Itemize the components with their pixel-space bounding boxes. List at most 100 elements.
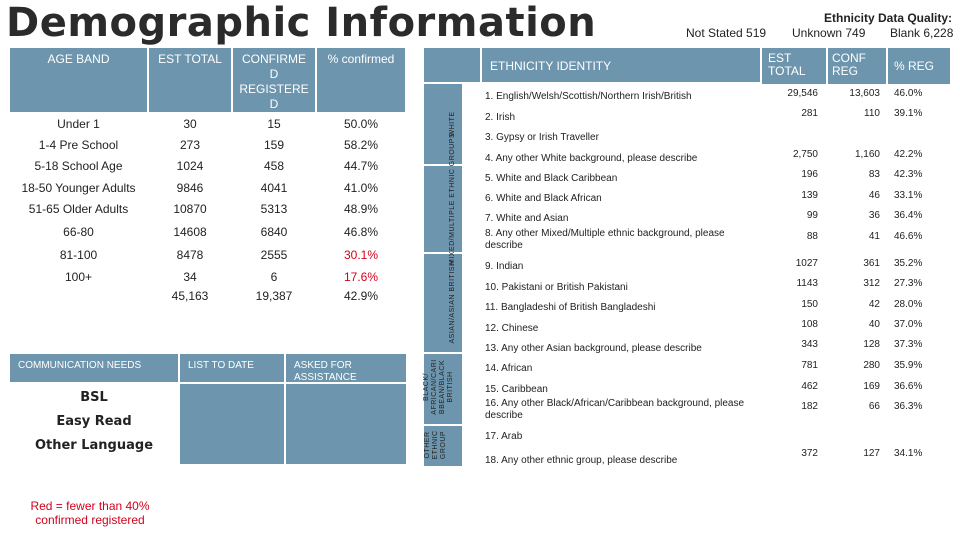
ethnicity-row-label: 7. White and Asian bbox=[485, 213, 569, 224]
ethnicity-row-label: 12. Chinese bbox=[485, 323, 539, 334]
eth-pct-label: % REG bbox=[894, 59, 935, 73]
ethnicity-conf-cell: 280 bbox=[863, 360, 880, 371]
ethnicity-row-label: 1. English/Welsh/Scottish/Northern Irish… bbox=[485, 91, 692, 102]
comm-item-bsl: BSL bbox=[80, 390, 108, 405]
ethnicity-total-cell: 462 bbox=[801, 381, 818, 392]
ethnicity-total-cell: 139 bbox=[801, 190, 818, 201]
age-confirmed-cell: 6840 bbox=[260, 225, 288, 239]
ethnicity-pct-cell: 35.9% bbox=[894, 360, 923, 371]
ethnicity-total-cell: 1027 bbox=[795, 258, 818, 269]
ethnicity-pct-cell: 34.1% bbox=[894, 448, 923, 459]
comm-asked-label: ASKED FOR ASSISTANCE bbox=[294, 360, 357, 383]
age-band-cell: 100+ bbox=[64, 270, 93, 284]
group-bar-mixed bbox=[424, 166, 462, 252]
eth-conf-label: CONF REG bbox=[832, 51, 866, 78]
group-bar-asian bbox=[424, 254, 462, 352]
ethnicity-row-label: 14. African bbox=[485, 363, 533, 374]
comm-header-asked: ASKED FOR ASSISTANCE bbox=[286, 354, 406, 383]
age-confirmed-cell: 15 bbox=[267, 117, 281, 131]
ethnicity-total-cell: 29,546 bbox=[787, 88, 818, 99]
age-total-cell: 1024 bbox=[176, 159, 204, 173]
ethnicity-row-label: 6. White and Black African bbox=[485, 193, 602, 204]
eth-header-identity: ETHNICITY IDENTITY bbox=[482, 48, 760, 82]
eth-header-total: EST TOTAL bbox=[762, 48, 826, 84]
group-label-black: BLACK/ AFRICAN/CARI BBEAN/BLACK BRITISH bbox=[423, 359, 454, 415]
ethnicity-pct-cell: 27.3% bbox=[894, 278, 923, 289]
ethnicity-row-label: 13. Any other Asian background, please d… bbox=[485, 343, 702, 354]
age-pct-cell: 17.6% bbox=[343, 270, 379, 284]
comm-needs-label: COMMUNICATION NEEDS bbox=[18, 360, 142, 371]
age-band-cell: Under 1 bbox=[57, 117, 100, 131]
group-label-asian: ASIAN/ASIAN BRITISH bbox=[449, 260, 456, 344]
ethnicity-row-label: 11. Bangladeshi of British Bangladeshi bbox=[485, 302, 656, 313]
eth-header-conf: CONF REG bbox=[828, 48, 886, 84]
age-pct-cell: 41.0% bbox=[343, 181, 379, 195]
ethnicity-row-label: 3. Gypsy or Irish Traveller bbox=[485, 132, 599, 143]
ethnicity-conf-cell: 312 bbox=[863, 278, 880, 289]
eth-header-pct: % REG bbox=[888, 48, 950, 84]
age-pct-cell: 50.0% bbox=[343, 117, 379, 131]
ethnicity-conf-cell: 169 bbox=[863, 381, 880, 392]
age-total-sum: 45,163 bbox=[171, 289, 209, 303]
group-bar-other bbox=[424, 426, 462, 466]
age-confirmed-cell: 458 bbox=[263, 159, 285, 173]
ethnicity-conf-cell: 128 bbox=[863, 339, 880, 350]
comm-header-needs: COMMUNICATION NEEDS bbox=[10, 354, 178, 382]
ethnicity-row-label: 4. Any other White background, please de… bbox=[485, 153, 698, 164]
ethnicity-total-cell: 281 bbox=[801, 108, 818, 119]
eth-header-corner bbox=[424, 48, 480, 82]
age-band-cell: 5-18 School Age bbox=[34, 159, 123, 173]
age-band-cell: 81-100 bbox=[59, 248, 98, 262]
age-total-cell: 9846 bbox=[176, 181, 204, 195]
ethnicity-row-label: 10. Pakistani or British Pakistani bbox=[485, 282, 628, 293]
comm-list-cell bbox=[180, 384, 284, 464]
ethnicity-pct-cell: 36.4% bbox=[894, 210, 923, 221]
ethnicity-conf-cell: 83 bbox=[868, 169, 880, 180]
page-title: Demographic Information bbox=[6, 0, 597, 46]
eth-total-label: EST TOTAL bbox=[768, 51, 806, 78]
confirmed-header-label: CONFIRME D REGISTERE D bbox=[239, 52, 309, 111]
ethnicity-total-cell: 781 bbox=[801, 360, 818, 371]
comm-item-easy-read: Easy Read bbox=[56, 414, 132, 429]
age-band-cell: 51-65 Older Adults bbox=[28, 202, 129, 216]
comm-list-label: LIST TO DATE bbox=[188, 360, 254, 371]
age-band-cell: 18-50 Younger Adults bbox=[21, 181, 136, 195]
ethnicity-pct-cell: 37.3% bbox=[894, 339, 923, 350]
legend-note: Red = fewer than 40% confirmed registere… bbox=[30, 499, 150, 527]
age-header-band: AGE BAND bbox=[10, 48, 147, 112]
comm-asked-cell bbox=[286, 384, 406, 464]
ethnicity-conf-cell: 42 bbox=[868, 299, 880, 310]
quality-blank: Blank 6,228 bbox=[890, 26, 954, 40]
age-pct-cell: 30.1% bbox=[343, 248, 379, 262]
ethnicity-conf-cell: 13,603 bbox=[849, 88, 880, 99]
ethnicity-conf-cell: 110 bbox=[864, 108, 880, 119]
ethnicity-row-label: 18. Any other ethnic group, please descr… bbox=[485, 455, 678, 466]
ethnicity-row-label: 16. Any other Black/African/Caribbean ba… bbox=[485, 398, 745, 421]
comm-header-list: LIST TO DATE bbox=[180, 354, 284, 382]
ethnicity-total-cell: 372 bbox=[801, 448, 818, 459]
ethnicity-pct-cell: 33.1% bbox=[894, 190, 923, 201]
group-bar-black bbox=[424, 354, 462, 424]
ethnicity-pct-cell: 42.2% bbox=[894, 149, 923, 160]
ethnicity-total-cell: 2,750 bbox=[792, 149, 818, 160]
ethnicity-total-cell: 108 bbox=[801, 319, 818, 330]
quality-unknown: Unknown 749 bbox=[792, 26, 866, 40]
age-total-cell: 14608 bbox=[173, 225, 207, 239]
age-header-pct: % confirmed bbox=[317, 48, 405, 112]
group-bar-white bbox=[424, 84, 462, 164]
ethnicity-total-cell: 343 bbox=[801, 339, 818, 350]
age-band-cell: 1-4 Pre School bbox=[38, 138, 119, 152]
group-label-other: OTHER ETHNIC GROUP bbox=[424, 430, 447, 460]
est-total-header-label: EST TOTAL bbox=[158, 52, 222, 66]
ethnicity-conf-cell: 127 bbox=[863, 448, 880, 459]
age-total-cell: 273 bbox=[179, 138, 201, 152]
ethnicity-pct-cell: 35.2% bbox=[894, 258, 923, 269]
ethnicity-row-label: 8. Any other Mixed/Multiple ethnic backg… bbox=[485, 228, 725, 251]
ethnicity-total-cell: 99 bbox=[806, 210, 818, 221]
ethnicity-row-label: 15. Caribbean bbox=[485, 384, 548, 395]
ethnicity-total-cell: 182 bbox=[801, 401, 818, 412]
age-confirmed-cell: 4041 bbox=[260, 181, 288, 195]
ethnicity-pct-cell: 39.1% bbox=[894, 108, 923, 119]
age-header-total: EST TOTAL bbox=[149, 48, 231, 112]
age-pct-cell: 44.7% bbox=[343, 159, 379, 173]
